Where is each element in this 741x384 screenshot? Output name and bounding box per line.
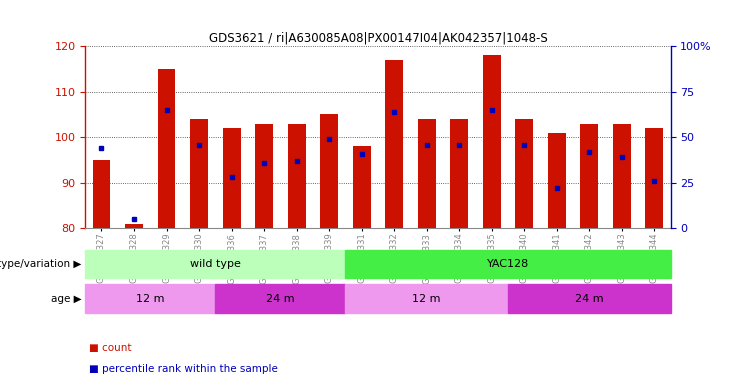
- Bar: [613, 124, 631, 228]
- Bar: [216, 284, 345, 313]
- Bar: [288, 124, 305, 228]
- Text: 12 m: 12 m: [413, 293, 441, 304]
- Text: genotype/variation ▶: genotype/variation ▶: [0, 259, 82, 269]
- Bar: [580, 124, 598, 228]
- Text: YAC128: YAC128: [487, 259, 529, 269]
- Text: 24 m: 24 m: [575, 293, 604, 304]
- Bar: [508, 284, 671, 313]
- Bar: [483, 55, 501, 228]
- Text: 24 m: 24 m: [266, 293, 295, 304]
- Bar: [645, 128, 663, 228]
- Bar: [515, 119, 534, 228]
- Bar: [85, 250, 345, 278]
- Bar: [85, 284, 216, 313]
- Bar: [418, 119, 436, 228]
- Bar: [125, 224, 143, 228]
- Text: wild type: wild type: [190, 259, 241, 269]
- Text: ■ count: ■ count: [89, 343, 131, 353]
- Text: age ▶: age ▶: [51, 293, 82, 304]
- Bar: [93, 160, 110, 228]
- Bar: [345, 284, 508, 313]
- Bar: [451, 119, 468, 228]
- Bar: [548, 133, 565, 228]
- Bar: [345, 250, 671, 278]
- Text: ■ percentile rank within the sample: ■ percentile rank within the sample: [89, 364, 278, 374]
- Title: GDS3621 / ri|A630085A08|PX00147I04|AK042357|1048-S: GDS3621 / ri|A630085A08|PX00147I04|AK042…: [208, 32, 548, 45]
- Bar: [190, 119, 208, 228]
- Bar: [255, 124, 273, 228]
- Text: 12 m: 12 m: [136, 293, 165, 304]
- Bar: [320, 114, 338, 228]
- Bar: [353, 146, 370, 228]
- Bar: [158, 69, 176, 228]
- Bar: [222, 128, 241, 228]
- Bar: [385, 60, 403, 228]
